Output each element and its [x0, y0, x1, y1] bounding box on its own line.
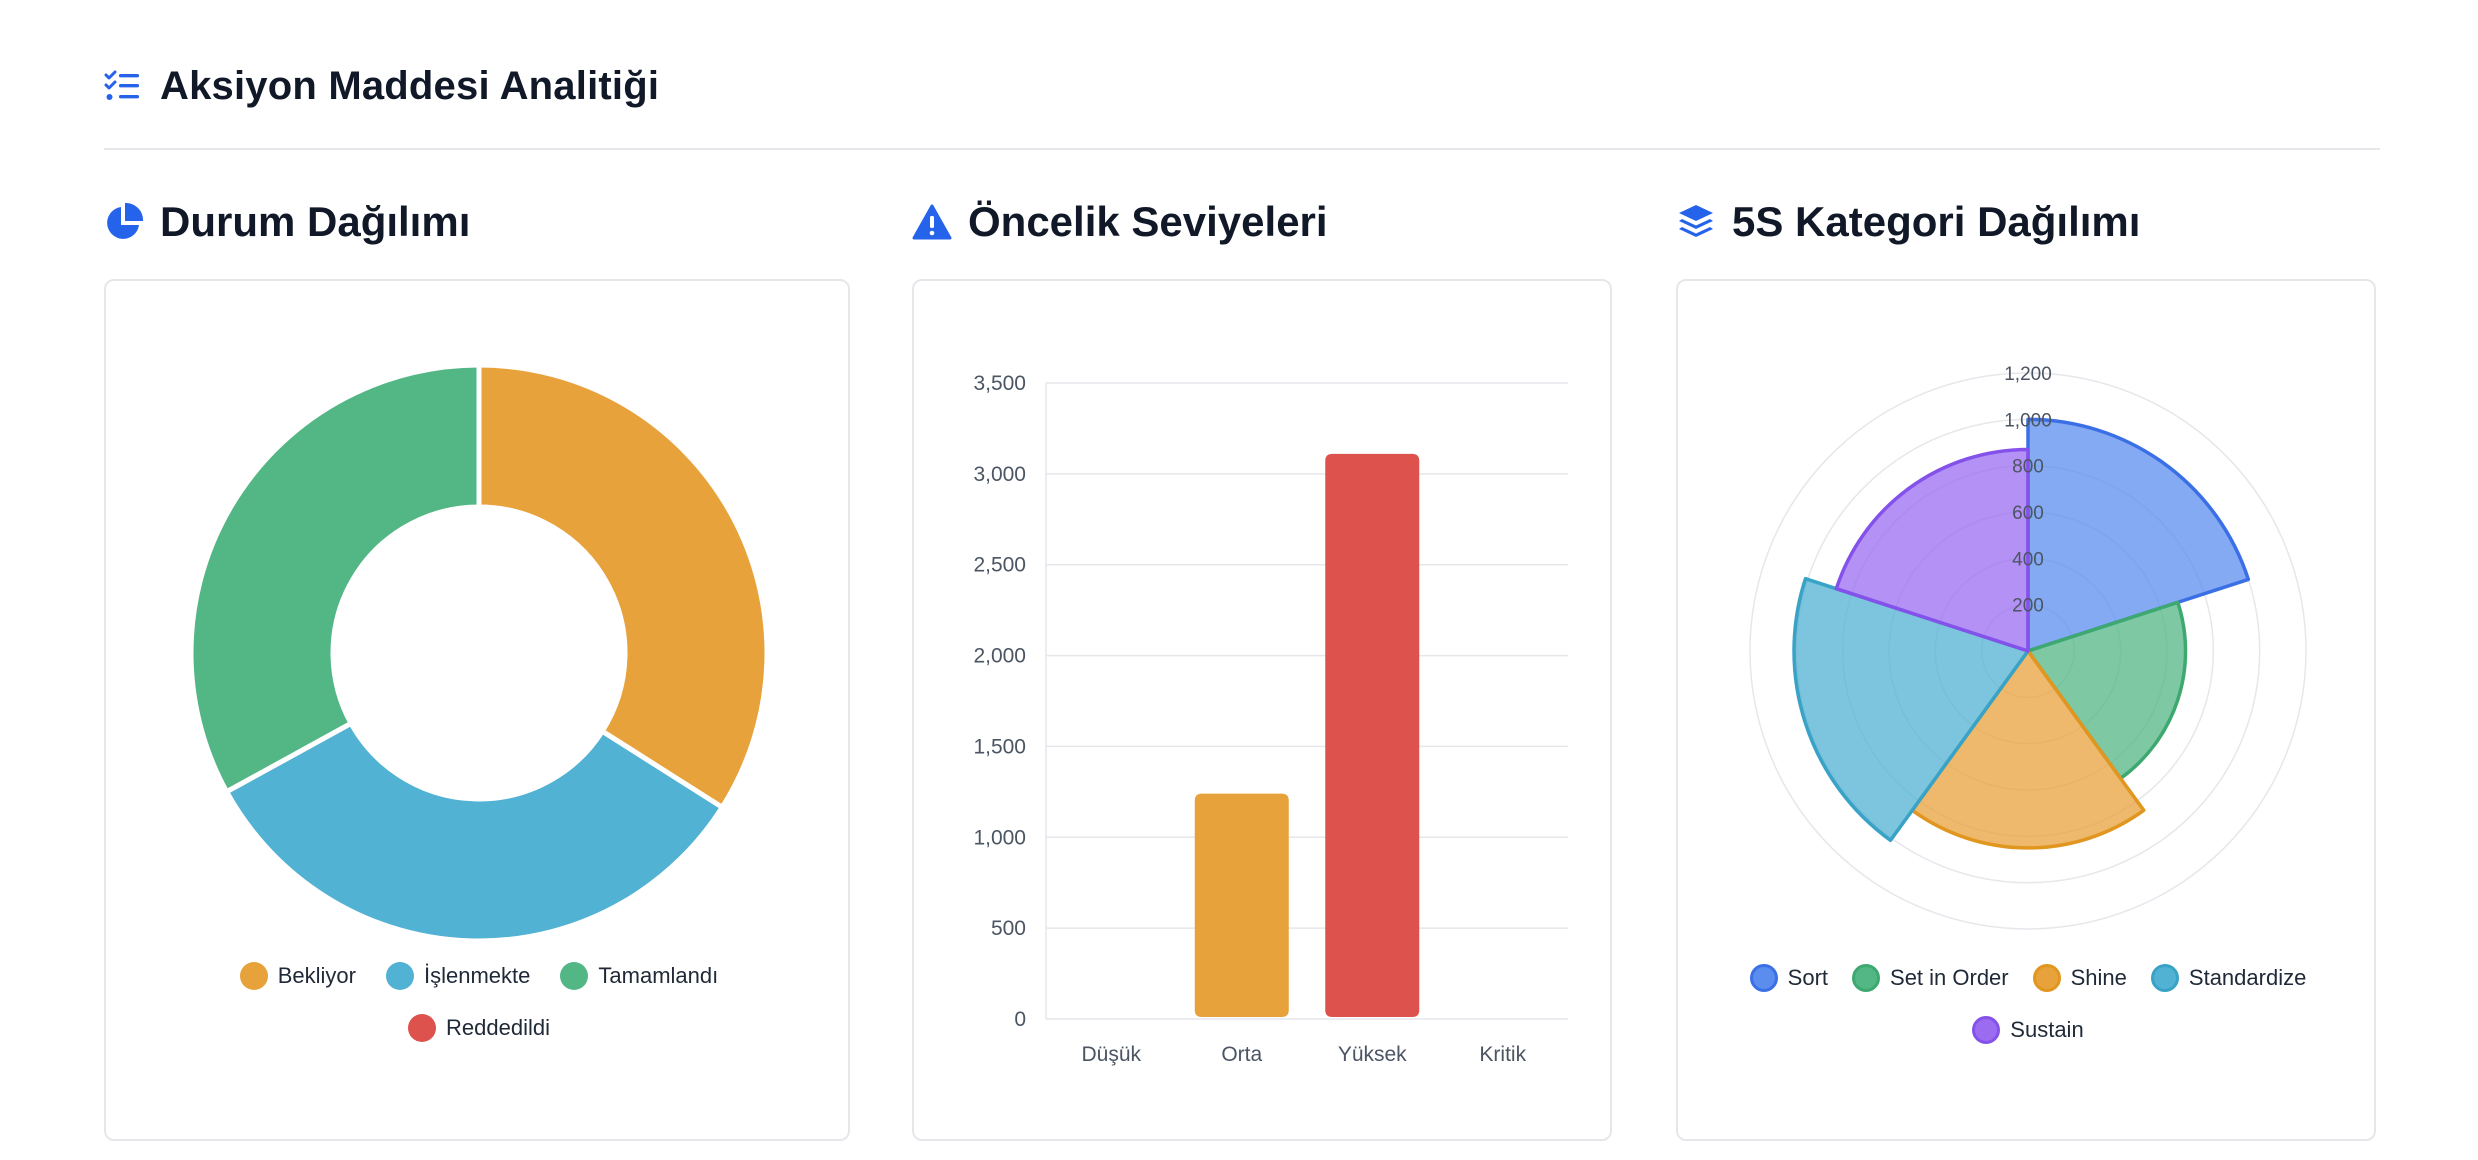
legend-label: Bekliyor	[277, 963, 356, 988]
bar-orta[interactable]	[1194, 793, 1289, 1017]
y-tick-label: 3,000	[973, 463, 1026, 486]
polar-segment-sustain[interactable]	[1834, 447, 2030, 653]
pie-chart-icon	[107, 202, 144, 239]
category-polar-chart: 200 400 600 800 1,000 1,200	[1749, 364, 2307, 930]
legend-label: Set in Order	[1890, 965, 2009, 990]
legend-swatch	[386, 962, 414, 990]
legend-swatch	[408, 1014, 437, 1042]
legend-label: Standardize	[2188, 965, 2307, 990]
status-doughnut-chart	[188, 362, 770, 944]
warning-triangle-icon	[912, 204, 952, 240]
legend-label: İşlenmekte	[424, 963, 531, 988]
legend-item-tamamlandi[interactable]: Tamamlandı	[560, 961, 718, 991]
doughnut-slice-islenmekte[interactable]	[223, 719, 726, 944]
legend-swatch	[239, 962, 268, 990]
x-tick-label-orta: Orta	[1221, 1043, 1262, 1066]
legend-swatch	[560, 962, 589, 990]
y-tick-label: 2,500	[973, 554, 1026, 577]
y-tick-label: 3,500	[973, 372, 1026, 395]
legend-swatch	[1749, 964, 1778, 992]
legend-item-sustain[interactable]: Sustain	[1972, 1015, 2084, 1045]
doughnut-slice-tamamlandi[interactable]	[188, 362, 482, 796]
radial-tick-label: 1,000	[2004, 410, 2052, 431]
legend-item-reddedildi[interactable]: Reddedildi	[408, 1013, 550, 1043]
radial-tick-label: 800	[2012, 457, 2044, 478]
polar-segment-set-in-order[interactable]	[2026, 600, 2188, 781]
x-tick-label-yuksek: Yüksek	[1338, 1043, 1407, 1066]
page-title: Aksiyon Maddesi Analitiği	[160, 63, 660, 108]
priority-title: Öncelik Seviyeleri	[968, 198, 1328, 245]
legend-swatch	[1972, 1016, 2001, 1044]
radial-tick-label: 1,200	[2004, 364, 2052, 385]
priority-chart-card: 0 500 1,000 1,500 2,000 2,500 3,000 3,500 Düşük O…	[912, 279, 1612, 1141]
legend-swatch	[2150, 964, 2179, 992]
polar-segment-standardize[interactable]	[1792, 576, 2030, 843]
y-tick-label: 2,000	[973, 645, 1026, 668]
legend-item-bekliyor[interactable]: Bekliyor	[239, 961, 356, 991]
legend-label: Reddedildi	[446, 1015, 550, 1040]
y-tick-label: 500	[991, 917, 1026, 940]
category-chart-card: 200 400 600 800 1,000 1,200 Sort Set in Order S…	[1676, 279, 2376, 1141]
priority-bar-chart: 0 500 1,000 1,500 2,000 2,500 3,000 3,500 Düşük O…	[973, 372, 1568, 1066]
status-section-title: Durum Dağılımı	[104, 194, 470, 250]
category-section-title: 5S Kategori Dağılımı	[1676, 194, 2140, 250]
status-title: Durum Dağılımı	[160, 198, 471, 245]
radial-tick-label: 600	[2012, 503, 2044, 524]
y-tick-label: 1,500	[973, 735, 1026, 758]
legend-label: Sort	[1787, 965, 1829, 990]
legend-item-islenmekte[interactable]: İşlenmekte	[386, 961, 530, 991]
bar-yuksek[interactable]	[1325, 453, 1420, 1017]
category-legend: Sort Set in Order Shine Standardize Sustain	[1718, 963, 2338, 1045]
y-tick-label: 1,000	[973, 826, 1026, 849]
x-tick-label-kritik: Kritik	[1479, 1043, 1526, 1066]
layers-icon	[1679, 205, 1713, 237]
legend-item-standardize[interactable]: Standardize	[2150, 963, 2307, 993]
priority-section-title: Öncelik Seviyeleri	[912, 194, 1328, 250]
status-chart-card: Bekliyor İşlenmekte Tamamlandı Reddedildi	[104, 279, 850, 1141]
polar-segment-sort[interactable]	[2026, 417, 2251, 653]
legend-item-set-in-order[interactable]: Set in Order	[1852, 963, 2009, 993]
doughnut-slice-bekliyor[interactable]	[476, 362, 770, 811]
status-legend: Bekliyor İşlenmekte Tamamlandı Reddedildi	[166, 961, 792, 1043]
header-divider	[104, 148, 2380, 150]
legend-item-sort[interactable]: Sort	[1749, 963, 1829, 993]
y-tick-label: 0	[1014, 1008, 1026, 1031]
radial-gridline	[1749, 372, 2307, 930]
tasks-list-icon	[104, 70, 139, 100]
legend-item-shine[interactable]: Shine	[2032, 963, 2127, 993]
legend-label: Shine	[2070, 965, 2127, 990]
legend-label: Tamamlandı	[598, 963, 719, 988]
polar-segment-shine[interactable]	[1910, 649, 2146, 850]
radial-tick-label: 200	[2012, 596, 2044, 617]
legend-swatch	[2032, 964, 2061, 992]
x-tick-label-dusuk: Düşük	[1081, 1043, 1141, 1066]
legend-swatch	[1852, 964, 1881, 992]
category-title: 5S Kategori Dağılımı	[1732, 198, 2141, 245]
legend-label: Sustain	[2010, 1017, 2084, 1042]
radial-tick-label: 400	[2012, 549, 2044, 570]
page-header: Aksiyon Maddesi Analitiği	[104, 56, 659, 116]
